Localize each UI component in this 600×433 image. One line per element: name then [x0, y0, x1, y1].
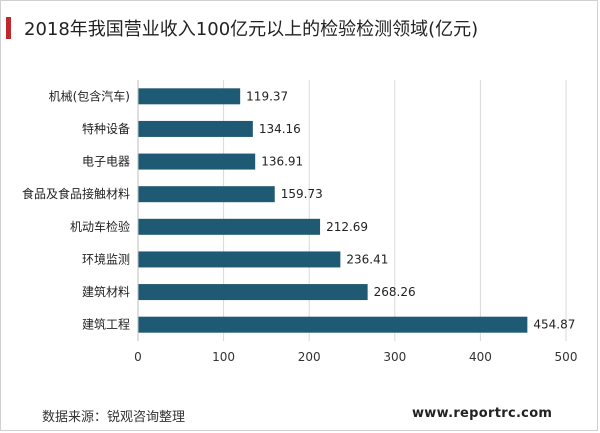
bar: [138, 316, 528, 333]
bar: [138, 218, 321, 235]
source-note: 数据来源：锐观咨询整理: [42, 410, 186, 425]
value-label: 236.41: [346, 252, 388, 266]
x-tick-label: 300: [383, 350, 406, 364]
value-label: 134.16: [259, 122, 301, 136]
bar: [138, 251, 341, 268]
category-label: 建筑工程: [82, 317, 130, 332]
category-label: 特种设备: [82, 121, 130, 136]
bar: [138, 186, 275, 203]
category-label: 建筑材料: [82, 284, 130, 299]
x-tick-label: 200: [298, 350, 321, 364]
title-accent-bar: [6, 17, 11, 39]
value-label: 212.69: [326, 220, 368, 234]
value-label: 454.87: [533, 318, 575, 332]
value-label: 159.73: [281, 187, 323, 201]
category-label: 环境监测: [82, 251, 130, 266]
category-label: 机动车检验: [70, 219, 130, 234]
value-label: 268.26: [374, 285, 416, 299]
value-label: 136.91: [261, 155, 303, 169]
x-tick-label: 400: [469, 350, 492, 364]
category-label: 机械(包含汽车): [49, 88, 130, 103]
category-label: 食品及食品接触材料: [22, 186, 130, 201]
bar: [138, 284, 368, 301]
bar: [138, 120, 253, 137]
value-label: 119.37: [246, 89, 288, 103]
bar: [138, 88, 241, 105]
x-tick-label: 500: [555, 350, 578, 364]
category-label: 电子电器: [82, 155, 130, 169]
bar: [138, 153, 256, 170]
x-tick-label: 0: [134, 350, 142, 364]
x-tick-label: 100: [212, 350, 235, 364]
website-label: www.reportrc.com: [412, 406, 553, 421]
chart-title: 2018年我国营业收入100亿元以上的检验检测领域(亿元): [24, 19, 479, 40]
